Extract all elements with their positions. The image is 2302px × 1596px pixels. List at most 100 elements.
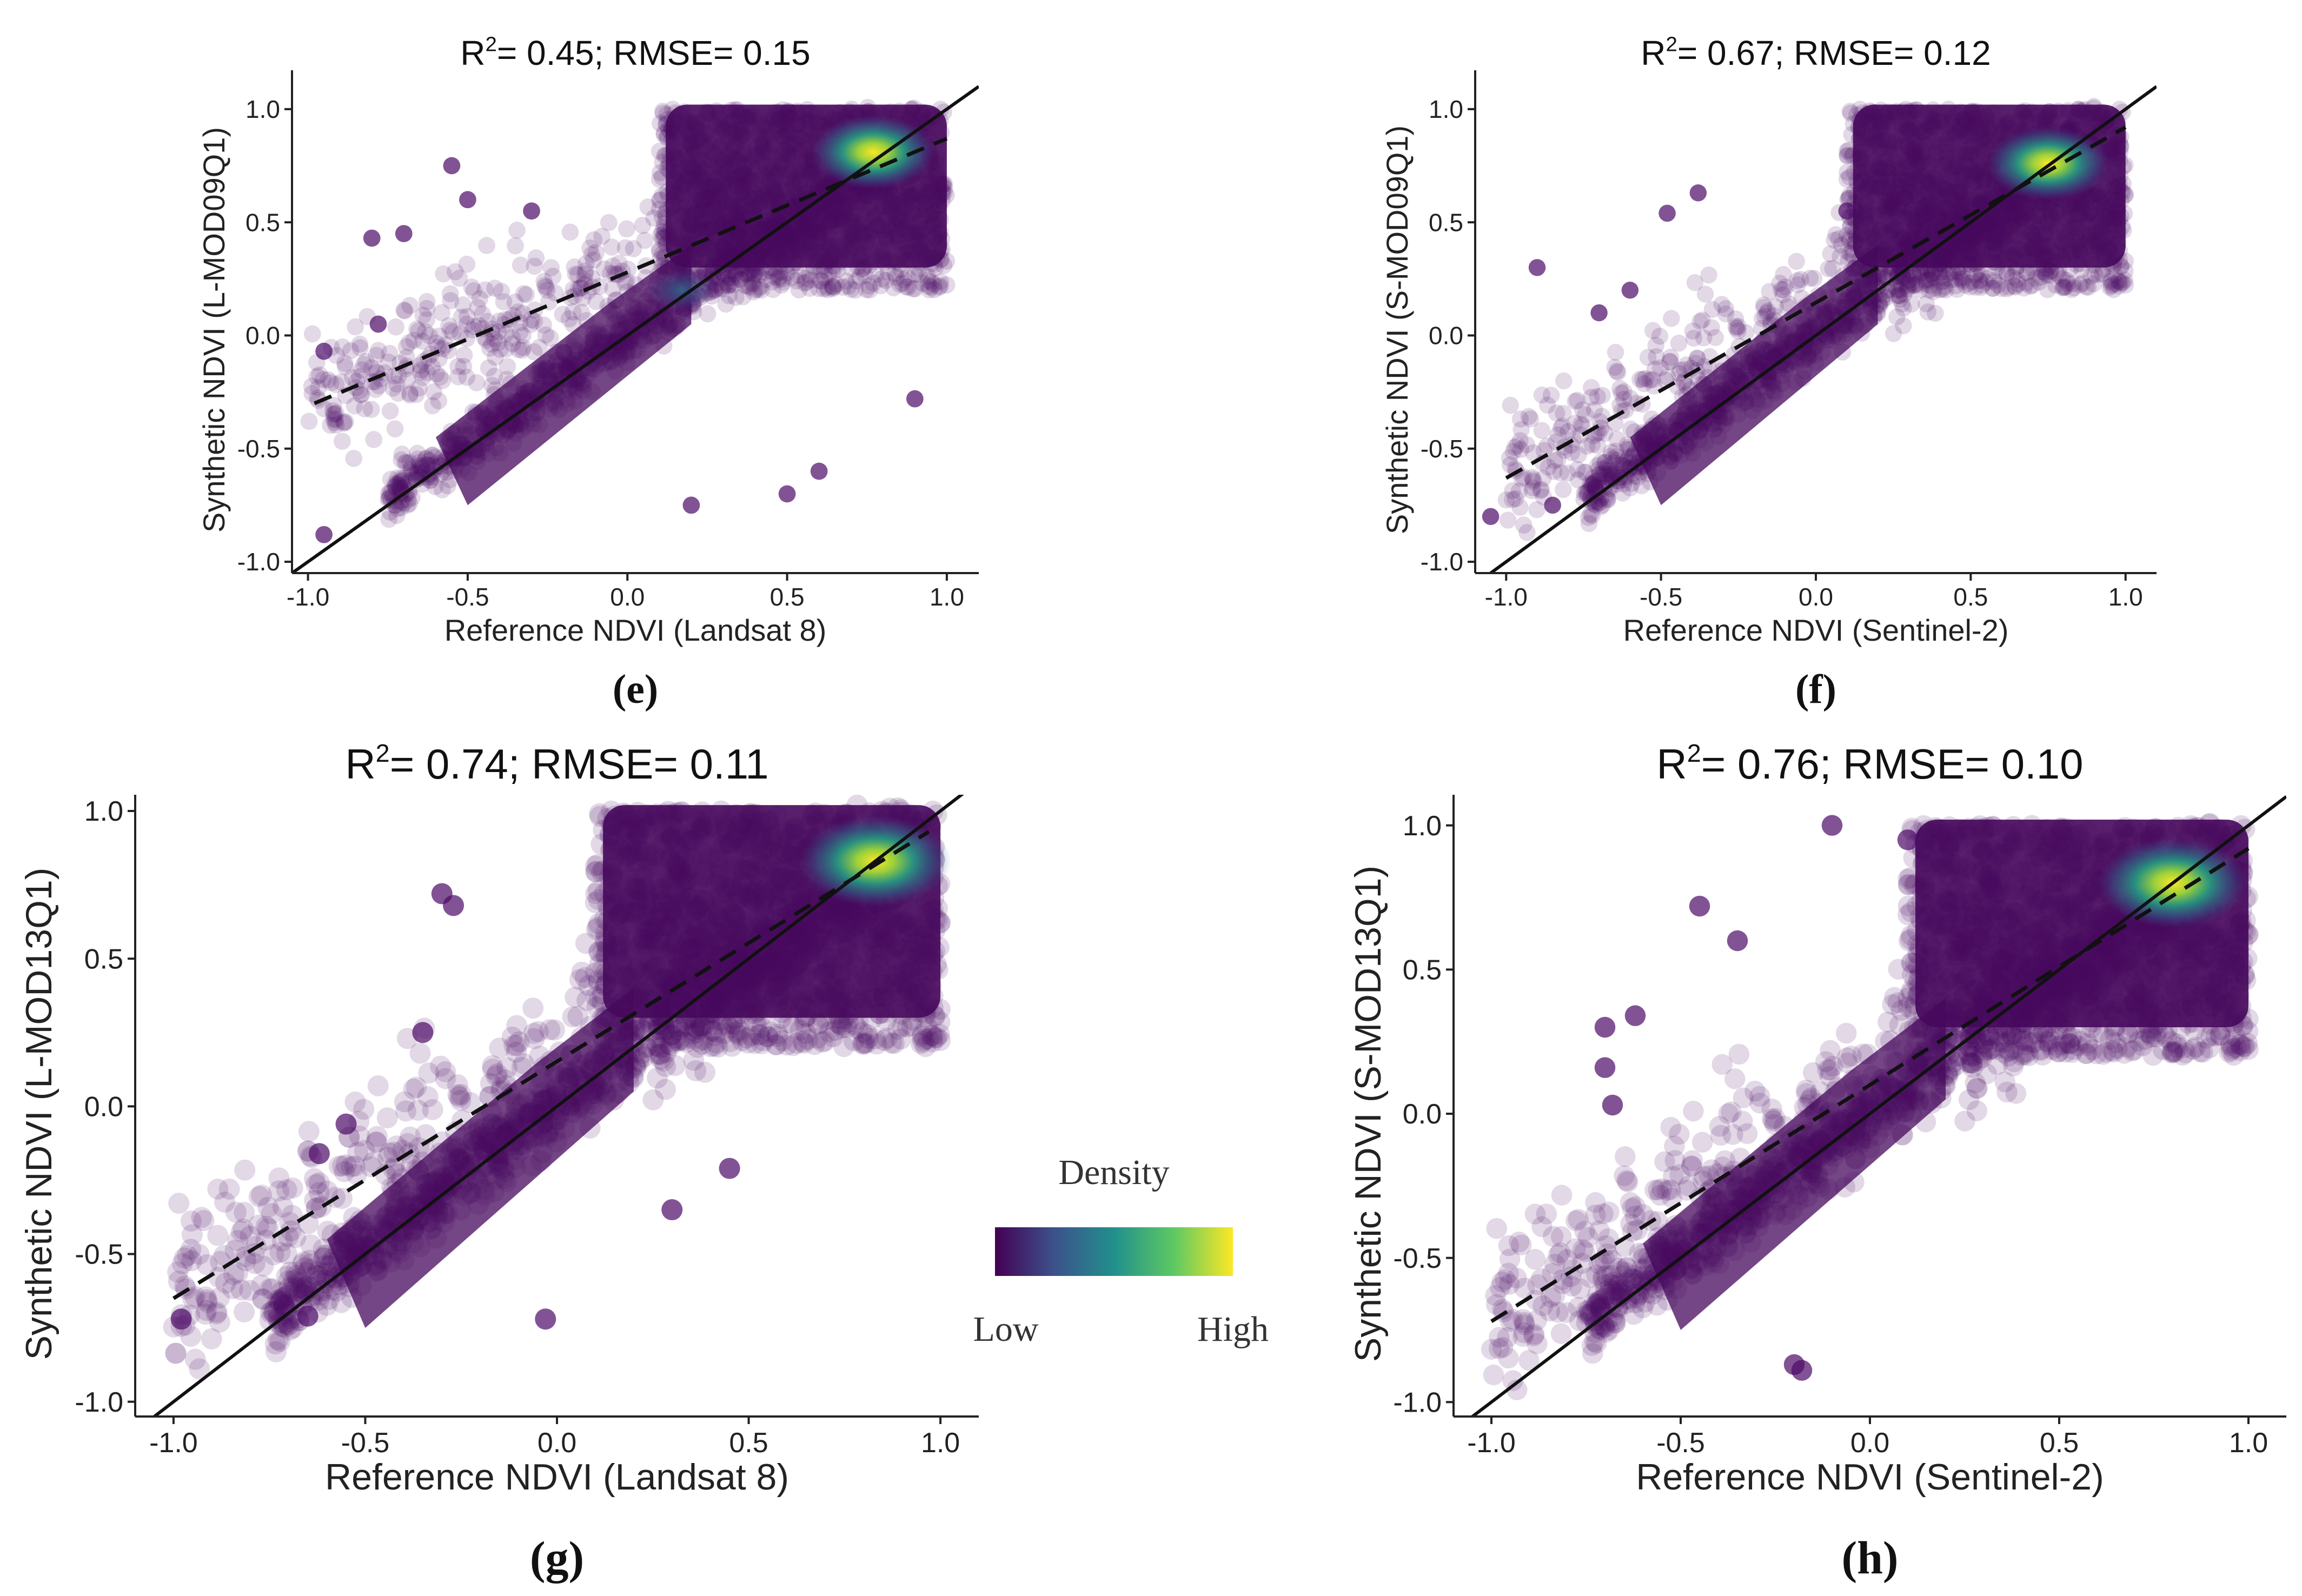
scatter-point (414, 307, 432, 324)
scatter-point (1923, 265, 1941, 283)
scatter-point (1727, 318, 1744, 336)
scatter-point (1584, 475, 1602, 493)
scatter-point (1532, 482, 1550, 500)
scatter-point (1545, 463, 1563, 480)
scatter-point (389, 469, 407, 487)
scatter-point (483, 324, 501, 342)
scatter-point (856, 267, 874, 284)
scatter-point (1954, 272, 1972, 290)
scatter-point (336, 413, 354, 431)
scatter-point (1572, 416, 1590, 433)
scatter-point (1568, 391, 1586, 409)
scatter-point (645, 209, 662, 227)
scatter-point (1967, 278, 1985, 296)
scatter-point (795, 274, 813, 292)
scatter-point (1737, 324, 1755, 342)
scatter-point (495, 293, 513, 310)
scatter-point (1523, 482, 1541, 500)
scatter-point (1570, 446, 1588, 463)
scatter-point (1608, 362, 1626, 380)
scatter-point (493, 283, 510, 300)
scatter-point (327, 416, 345, 434)
scatter-point (1727, 310, 1744, 328)
scatter-point (2104, 275, 2122, 293)
scatter-point (717, 295, 735, 313)
scatter-point (403, 489, 421, 507)
scatter-point (471, 290, 489, 308)
scatter-point (1622, 389, 1639, 407)
scatter-point (585, 231, 603, 249)
scatter-point (1608, 448, 1626, 466)
scatter-point (412, 469, 430, 487)
scatter-point (458, 255, 476, 273)
scatter-point (651, 170, 668, 188)
scatter-point (1717, 305, 1735, 323)
scatter-point (1644, 371, 1661, 388)
scatter-point (1510, 482, 1528, 500)
scatter-point (417, 456, 435, 474)
outlier-point (459, 191, 476, 209)
scatter-point (719, 269, 737, 287)
scatter-point (938, 276, 956, 294)
scatter-point (2058, 271, 2075, 289)
scatter-point (351, 335, 369, 353)
scatter-point (1552, 419, 1570, 437)
scatter-point (1511, 498, 1529, 516)
title-superscript: 2 (485, 32, 496, 56)
scatter-point (1580, 482, 1597, 500)
scatter-point (1936, 278, 1953, 296)
scatter-point (1894, 268, 1912, 285)
scatter-point (566, 287, 583, 305)
scatter-point (1956, 276, 1974, 294)
scatter-point (515, 285, 533, 303)
scatter-point (1615, 390, 1633, 408)
scatter-point (428, 365, 445, 383)
scatter-point (326, 413, 343, 431)
scatter-point (478, 237, 495, 254)
scatter-point (308, 389, 326, 407)
scatter-point (581, 239, 599, 257)
scatter-point (389, 500, 406, 517)
scatter-point (1639, 349, 1657, 366)
scatter-point (410, 379, 428, 397)
scatter-point (1989, 276, 2007, 294)
scatter-point (1947, 271, 1964, 288)
scatter-point (327, 376, 345, 393)
scatter-point (2072, 276, 2089, 294)
x-tick-label: -1.0 (287, 583, 329, 611)
scatter-point (719, 265, 737, 283)
scatter-point (303, 384, 321, 402)
scatter-point (1773, 281, 1790, 298)
scatter-point (1554, 417, 1571, 435)
scatter-point (386, 478, 404, 496)
scatter-point (1602, 443, 1620, 461)
scatter-point (1549, 451, 1567, 468)
scatter-point (441, 285, 459, 303)
scatter-point (1876, 286, 1893, 304)
scatter-point (775, 273, 792, 291)
scatter-point (416, 323, 434, 341)
scatter-point (1888, 308, 1906, 325)
scatter-point (1592, 469, 1610, 487)
scatter-point (867, 265, 885, 283)
scatter-point (393, 445, 411, 463)
scatter-point (1890, 282, 1908, 300)
scatter-point (381, 402, 399, 420)
scatter-point (1932, 264, 1950, 281)
scatter-point (1661, 353, 1679, 370)
scatter-point (387, 477, 405, 495)
scatter-point (1528, 501, 1545, 518)
scatter-point (511, 323, 529, 341)
scatter-point (2102, 271, 2120, 289)
scatter-point (2064, 275, 2081, 292)
scatter-point (1832, 248, 1849, 265)
scatter-point (652, 115, 669, 132)
scatter-point (409, 465, 427, 483)
scatter-point (470, 316, 488, 334)
scatter-point (513, 341, 531, 359)
scatter-point (382, 470, 400, 488)
scatter-point (1952, 265, 1969, 282)
scatter-point (1949, 263, 1967, 281)
scatter-point (1774, 286, 1792, 304)
scatter-point (1633, 477, 1650, 495)
